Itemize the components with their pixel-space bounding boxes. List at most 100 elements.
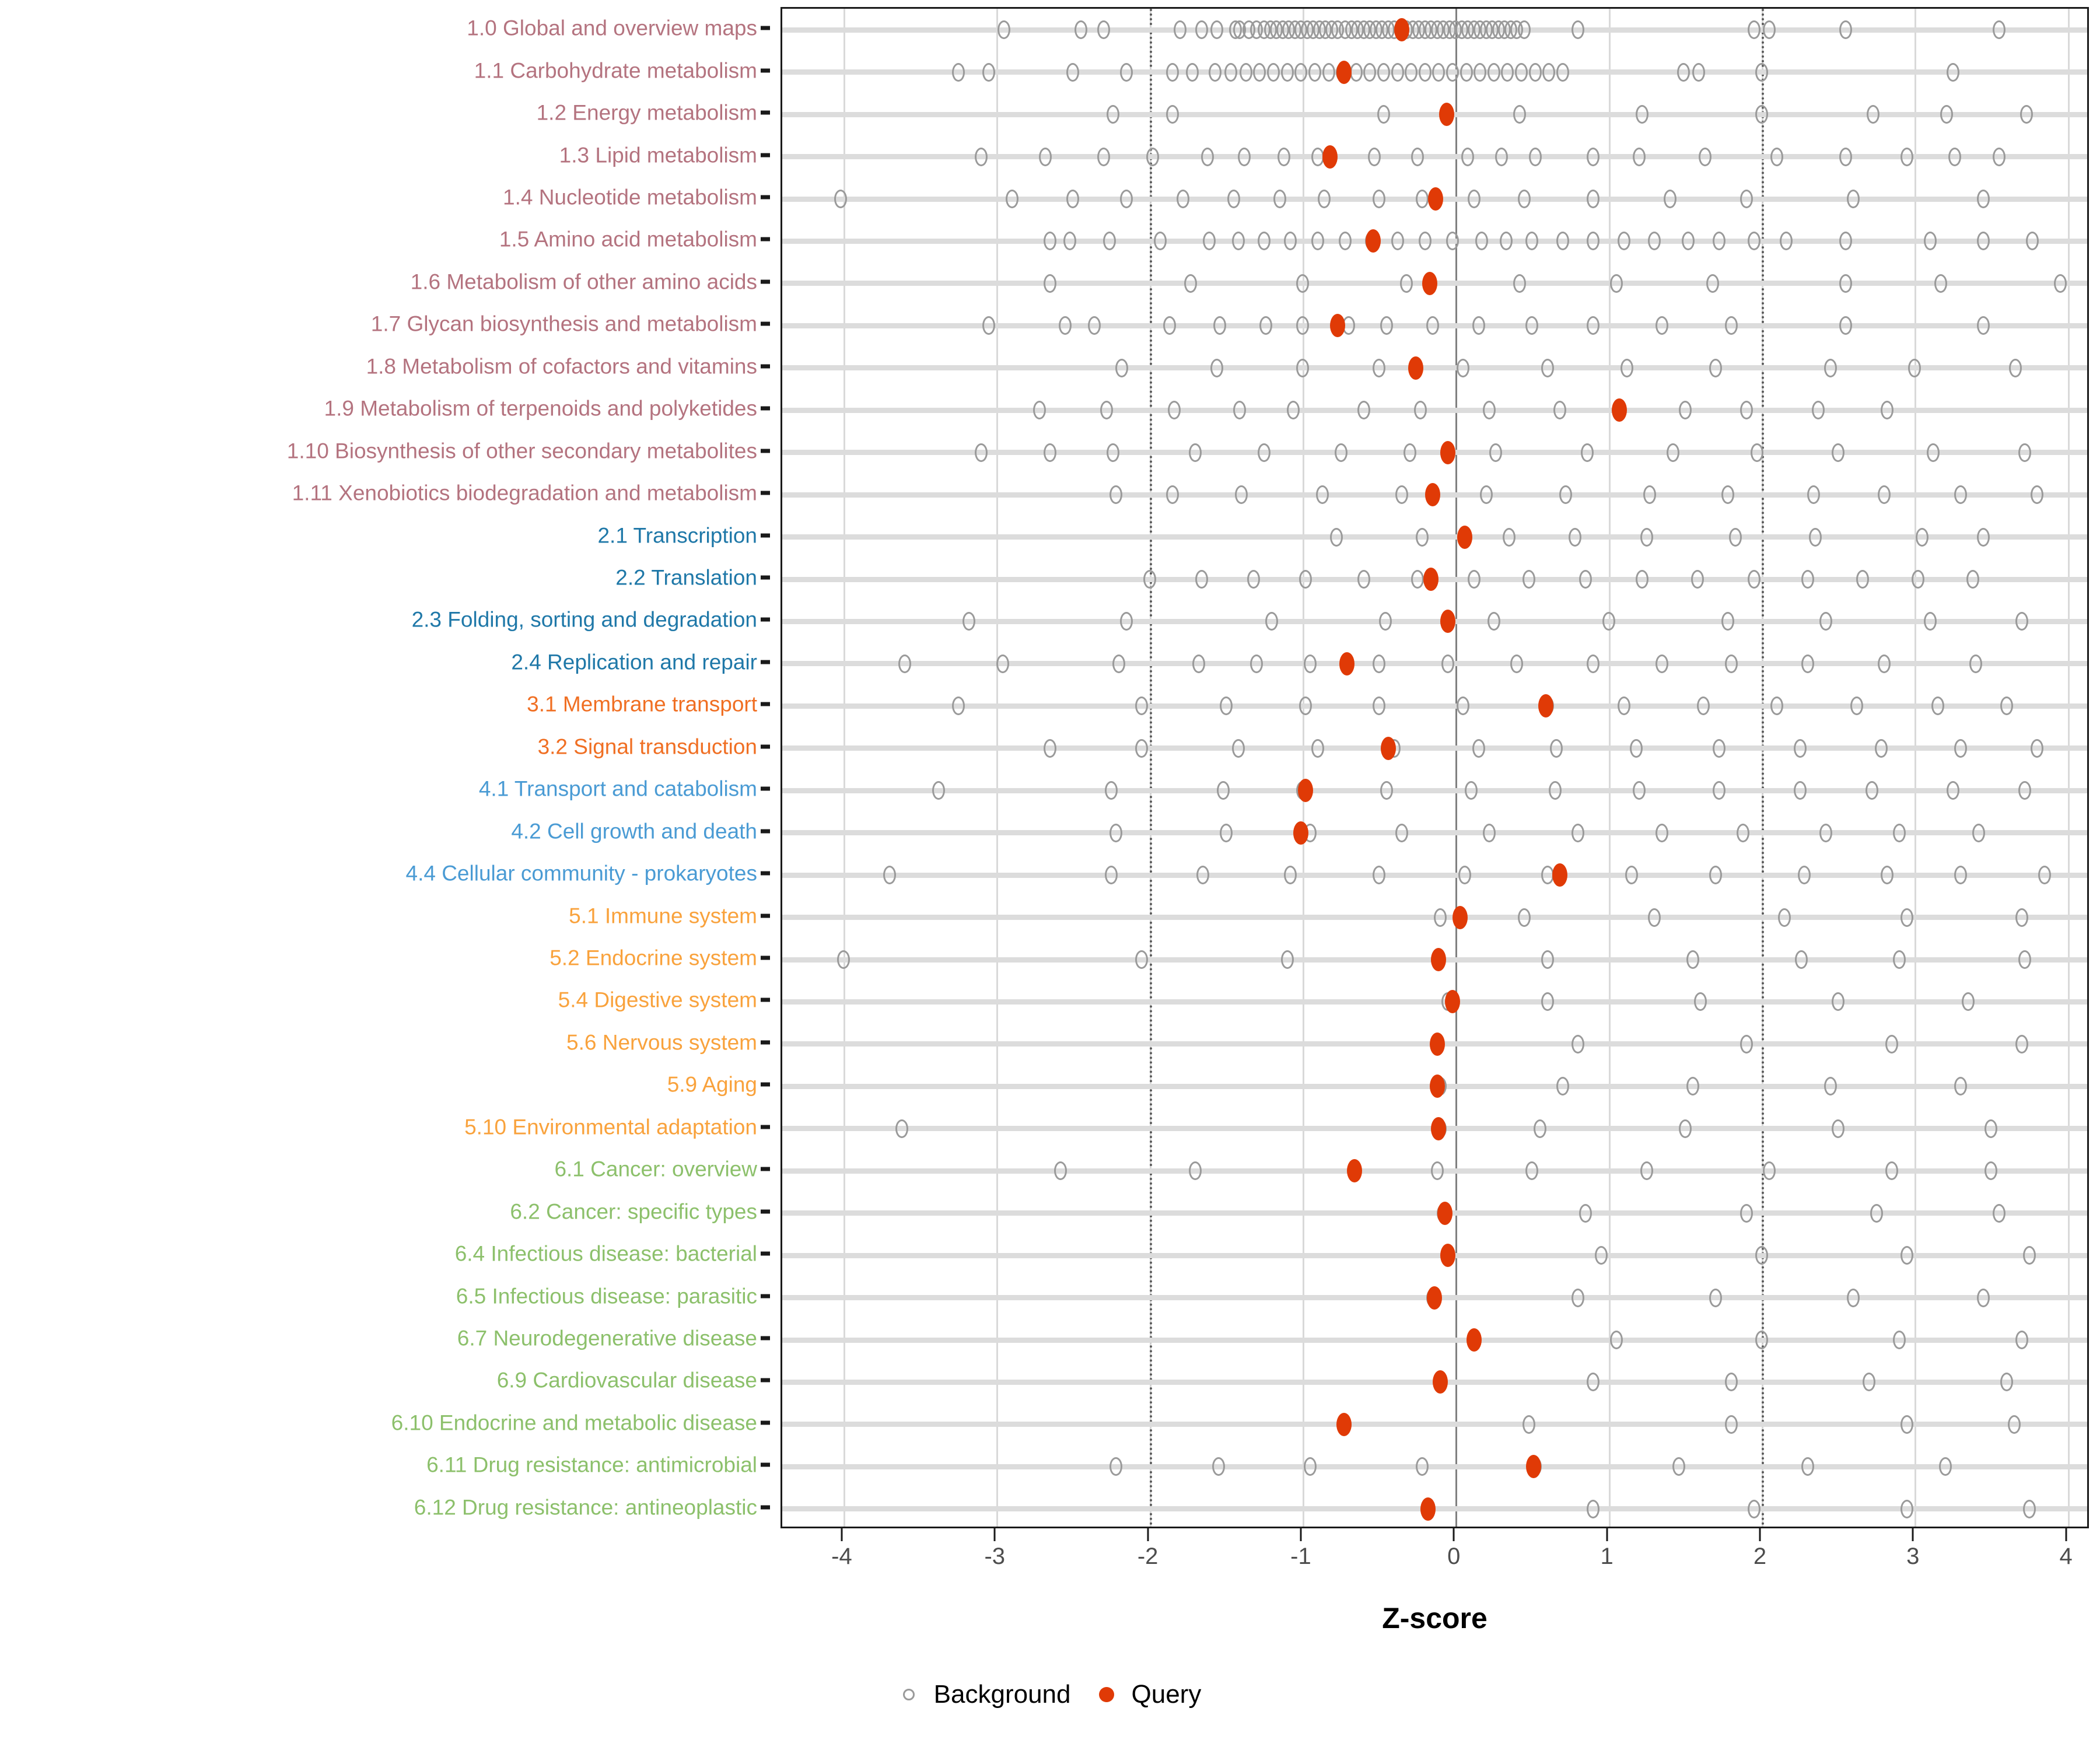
background-point (1489, 443, 1502, 462)
background-point (1793, 738, 1807, 758)
row-band (782, 830, 2087, 836)
background-point (1501, 62, 1514, 82)
background-point (1867, 105, 1880, 124)
background-point (1839, 232, 1853, 251)
y-axis-label: 2.4 Replication and repair (511, 650, 757, 674)
background-point (1893, 823, 1906, 842)
background-point (1819, 823, 1833, 842)
y-axis-label: 1.8 Metabolism of cofactors and vitamins (366, 354, 757, 379)
background-point (1472, 738, 1485, 758)
background-point (1779, 232, 1793, 251)
row-band (782, 746, 2087, 751)
query-point (1611, 398, 1627, 422)
background-point (1283, 866, 1297, 885)
query-point (1429, 1032, 1445, 1056)
background-point (1513, 274, 1527, 293)
background-point (1258, 443, 1271, 462)
background-point (1216, 781, 1230, 800)
background-point (1280, 62, 1294, 82)
row-band (782, 1464, 2087, 1469)
query-point (1408, 356, 1424, 380)
background-point (1189, 443, 1202, 462)
background-point (1287, 401, 1300, 420)
background-point (1088, 316, 1101, 335)
background-point (1587, 1373, 1600, 1392)
background-point (1377, 62, 1390, 82)
background-point (1418, 232, 1432, 251)
background-point (1403, 443, 1416, 462)
query-point (1347, 1159, 1363, 1183)
query-point (1552, 863, 1567, 887)
row-band (782, 1252, 2087, 1258)
x-axis-tick (1759, 1528, 1761, 1541)
background-point (998, 20, 1011, 40)
y-axis-label: 2.1 Transcription (597, 523, 757, 548)
background-point (1163, 316, 1176, 335)
background-point (1294, 62, 1308, 82)
background-point (1235, 485, 1248, 505)
background-point (1587, 147, 1600, 166)
background-point (1415, 1457, 1429, 1476)
background-point (1977, 316, 1990, 335)
y-axis-tick (761, 1378, 770, 1382)
background-point (1219, 696, 1233, 716)
background-point (1233, 401, 1247, 420)
y-axis-tick (761, 1420, 770, 1425)
background-point (1832, 1119, 1845, 1138)
background-point (1643, 485, 1657, 505)
background-point (1308, 62, 1321, 82)
background-point (1568, 527, 1581, 547)
query-point (1440, 610, 1456, 634)
y-axis-tick (761, 871, 770, 876)
background-point (1881, 866, 1894, 885)
background-point (1378, 612, 1392, 631)
y-axis-tick (761, 68, 770, 73)
background-point (1609, 1331, 1623, 1349)
background-point (1633, 147, 1646, 166)
y-axis-label: 6.2 Cancer: specific types (510, 1199, 757, 1224)
background-point (1400, 274, 1413, 293)
background-point (1678, 1119, 1692, 1138)
background-point (1174, 20, 1187, 40)
background-point (1299, 696, 1312, 716)
plot-area (780, 7, 2089, 1528)
background-point (2009, 358, 2022, 377)
query-point (1420, 1497, 1436, 1521)
background-point (1472, 316, 1485, 335)
background-point (1329, 527, 1343, 547)
background-point (1483, 401, 1496, 420)
background-point (1044, 232, 1057, 251)
reference-line-zero (1455, 9, 1458, 1527)
background-point (1985, 1161, 1998, 1181)
background-point (1911, 570, 1924, 589)
background-point (1304, 654, 1317, 673)
y-axis-tick (761, 1294, 770, 1298)
background-point (1729, 527, 1742, 547)
background-point (1265, 612, 1279, 631)
y-axis-label: 3.2 Signal transduction (537, 734, 757, 759)
background-point (1483, 823, 1496, 842)
gridline-x (996, 9, 999, 1527)
background-point (1572, 823, 1585, 842)
background-point (975, 147, 988, 166)
background-point (1795, 950, 1808, 969)
background-point (1709, 358, 1723, 377)
background-point (1153, 232, 1167, 251)
background-point (2018, 781, 2032, 800)
background-point (1373, 866, 1386, 885)
background-point (1541, 992, 1554, 1012)
background-point (1721, 612, 1735, 631)
background-point (1474, 62, 1487, 82)
background-point (2026, 232, 2039, 251)
gridline-x (1915, 9, 1917, 1527)
background-point (1972, 823, 1986, 842)
query-point (1423, 568, 1439, 591)
background-point (1135, 696, 1149, 716)
y-axis-tick (761, 914, 770, 918)
row-band (782, 1422, 2087, 1427)
background-point (1430, 1161, 1444, 1181)
y-axis-label: 6.5 Infectious disease: parasitic (456, 1284, 757, 1308)
background-point (1885, 1034, 1898, 1054)
legend-label-background: Background (933, 1680, 1071, 1709)
background-point (1186, 62, 1199, 82)
